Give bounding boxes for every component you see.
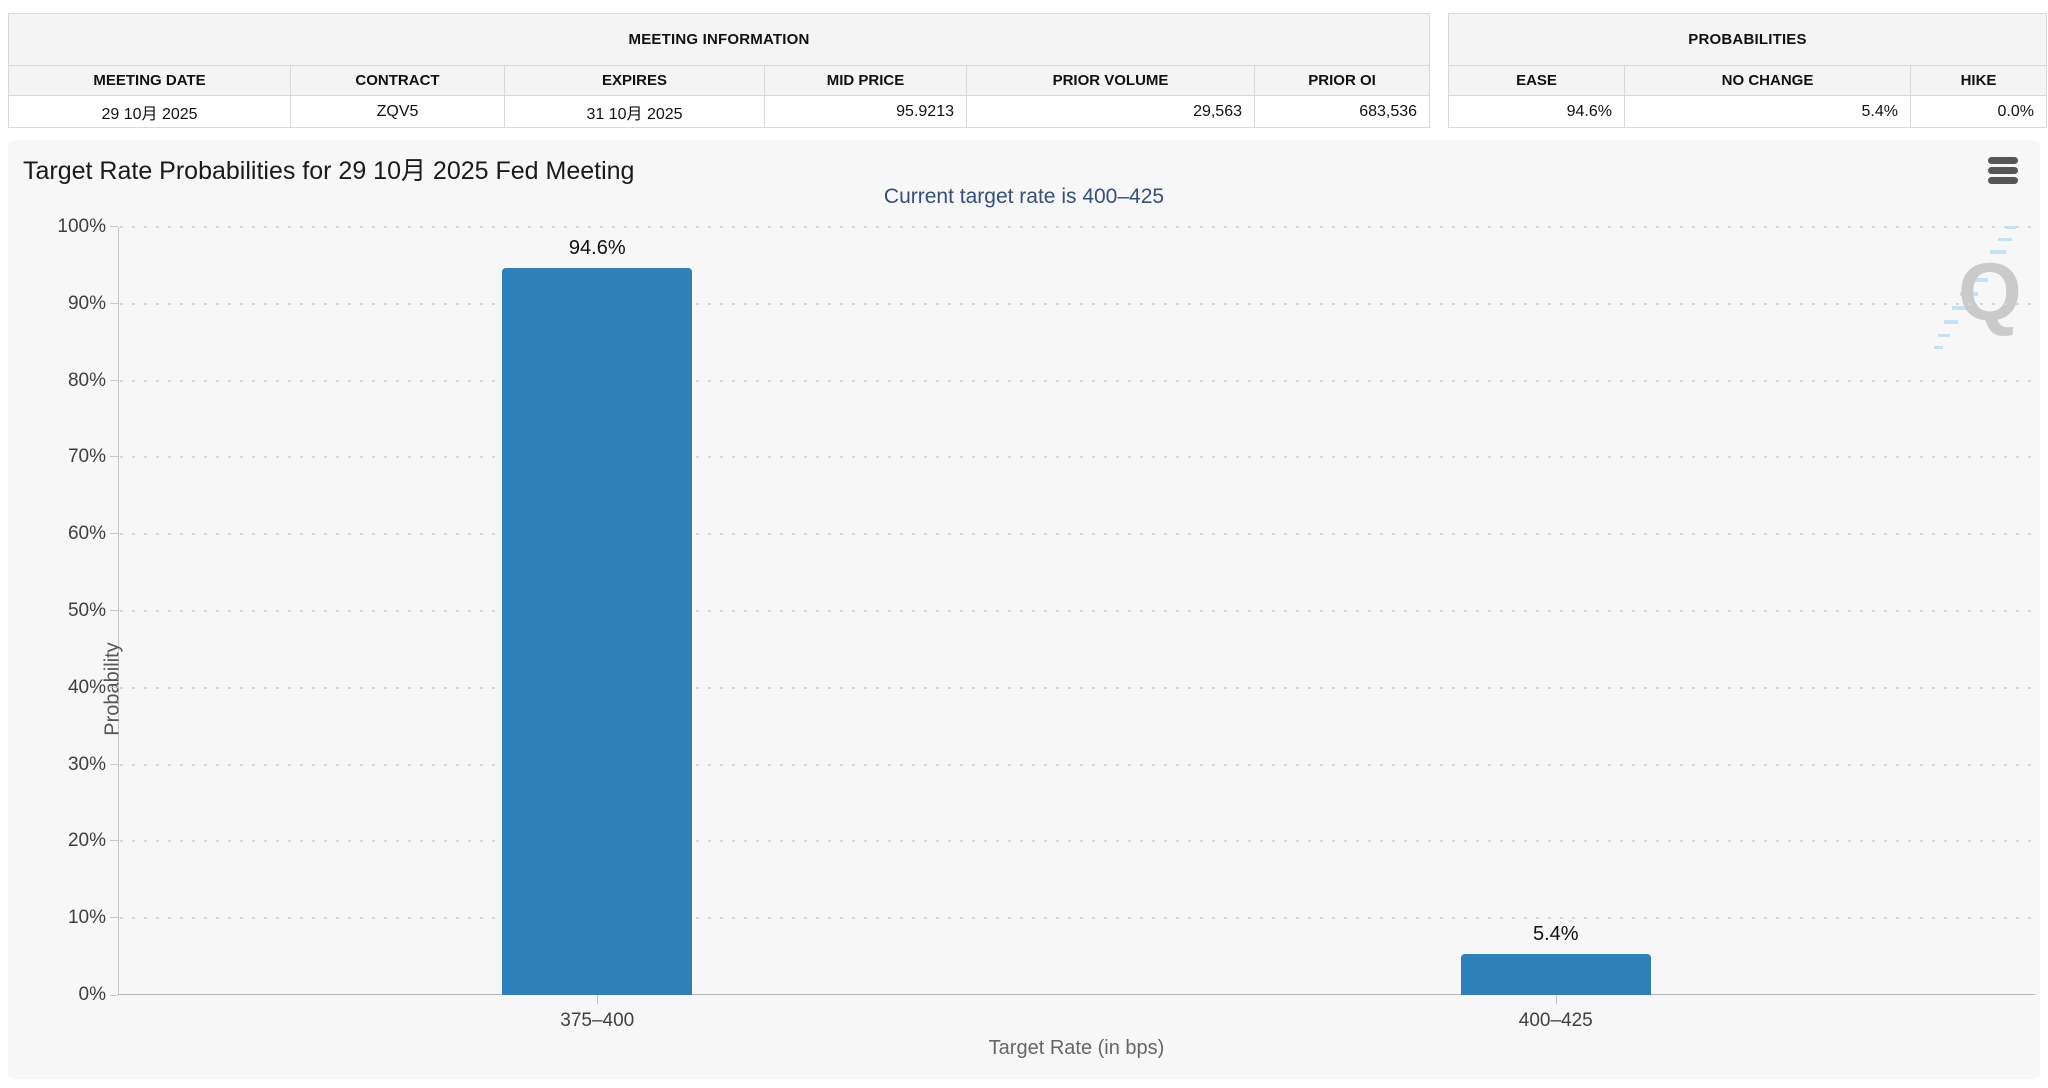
bar-value-label: 94.6%	[568, 237, 626, 259]
y-axis-tick	[110, 379, 118, 381]
column-header: PRIOR VOLUME	[966, 65, 1255, 96]
table-cell: 94.6%	[1448, 95, 1625, 128]
table-cell: 0.0%	[1909, 95, 2048, 128]
hamburger-menu-icon[interactable]	[1988, 157, 2018, 184]
column-header: HIKE	[1909, 65, 2048, 96]
y-axis-label: 70%	[67, 446, 106, 468]
y-axis-label: 100%	[57, 216, 106, 237]
chart-panel: Target Rate Probabilities for 29 10月 202…	[8, 140, 2040, 1079]
y-axis-tick	[110, 686, 118, 688]
y-axis-label: 0%	[78, 984, 106, 1005]
y-axis-tick	[110, 840, 118, 842]
column-header: MID PRICE	[764, 65, 967, 96]
chart-title: Target Rate Probabilities for 29 10月 202…	[23, 157, 635, 185]
y-gridline	[120, 226, 2035, 228]
x-category-label: 375–400	[560, 1010, 635, 1031]
table-cell: 95.9213	[764, 95, 967, 128]
bar-value-label: 5.4%	[1532, 923, 1579, 945]
y-axis-label: 90%	[67, 292, 106, 314]
table-cell: 29,563	[966, 95, 1255, 128]
table-cell: ZQV5	[290, 95, 505, 128]
hamburger-bar	[1988, 167, 2018, 174]
table-cell: 5.4%	[1624, 95, 1911, 128]
y-axis-tick	[110, 763, 118, 765]
y-axis-tick	[110, 533, 118, 535]
y-axis-tick	[110, 995, 118, 996]
watermark-q-letter: Q	[1958, 247, 2022, 338]
table-cell: 29 10月 2025	[8, 95, 291, 128]
table-cell: 683,536	[1253, 95, 1431, 128]
table-cell: 31 10月 2025	[504, 95, 765, 128]
y-axis-label: 60%	[67, 523, 106, 545]
meeting-info-table: MEETING INFORMATION MEETING DATE CONTRACT E…	[7, 13, 1431, 128]
probability-bar[interactable]	[1460, 954, 1651, 995]
plot-area: Target Rate (in bps) Probability 0% 10% 20…	[57, 216, 2035, 1059]
column-header: PRIOR OI	[1253, 65, 1431, 96]
y-axis-line	[118, 227, 119, 995]
y-gridline	[120, 533, 2035, 536]
x-category-label: 400–425	[1518, 1010, 1593, 1031]
quikstrike-watermark: Q	[1934, 226, 2022, 349]
column-header: EASE	[1448, 65, 1625, 96]
y-axis-tick	[110, 456, 118, 458]
y-axis-label: 10%	[67, 907, 106, 929]
y-axis-tick	[110, 302, 118, 304]
y-axis-tick	[110, 226, 118, 227]
column-header: CONTRACT	[290, 65, 505, 96]
y-axis-label: 20%	[67, 830, 106, 852]
y-axis-label: 40%	[67, 676, 106, 698]
y-gridline	[120, 610, 2035, 612]
x-axis-line	[118, 994, 2035, 995]
probability-bar[interactable]	[502, 268, 693, 995]
column-header: MEETING DATE	[8, 65, 291, 96]
hamburger-bar	[1988, 157, 2018, 164]
y-axis-tick	[110, 917, 118, 919]
y-axis-label: 30%	[67, 753, 106, 775]
x-axis-tick	[1555, 995, 1557, 1004]
y-gridline	[120, 456, 2035, 459]
y-gridline	[120, 763, 2035, 766]
column-header: NO CHANGE	[1624, 65, 1911, 96]
y-gridline	[120, 917, 2035, 920]
y-axis-label: 80%	[67, 369, 106, 391]
probabilities-table: PROBABILITIES EASE NO CHANGE HIKE 94.6% 5.4% 0…	[1447, 13, 2048, 128]
hamburger-bar	[1988, 177, 2018, 184]
x-axis-title: Target Rate (in bps)	[988, 1037, 1165, 1059]
column-header: EXPIRES	[504, 65, 765, 96]
y-gridline	[120, 840, 2035, 843]
table-group-title: PROBABILITIES	[1447, 13, 2048, 66]
y-gridline	[120, 686, 2035, 689]
y-axis-tick	[110, 610, 118, 611]
chart-subtitle: Current target rate is 400–425	[883, 185, 1165, 208]
y-gridline	[120, 379, 2035, 382]
y-axis-label: 50%	[67, 600, 106, 621]
y-gridline	[120, 302, 2035, 305]
table-group-title: MEETING INFORMATION	[7, 13, 1431, 66]
x-axis-tick	[597, 995, 599, 1004]
